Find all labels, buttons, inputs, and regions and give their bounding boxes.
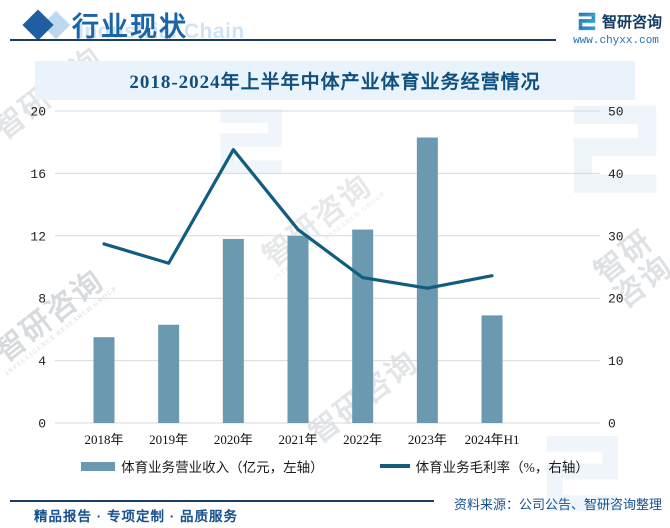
right-axis-tick-label: 20 xyxy=(608,292,624,307)
chart-legend: 体育业务营业收入（亿元，左轴） 体育业务毛利率（%，右轴） xyxy=(0,456,670,476)
right-axis-tick-label: 10 xyxy=(608,354,624,369)
footer-rule xyxy=(10,500,434,502)
chart-title: 2018-2024年上半年中体产业体育业务经营情况 xyxy=(129,72,541,93)
right-axis-tick-label: 50 xyxy=(608,105,624,120)
bar xyxy=(93,337,115,423)
right-axis-tick-label: 40 xyxy=(608,167,624,182)
legend-label-revenue: 体育业务营业收入（亿元，左轴） xyxy=(121,460,324,475)
chart-plot: 0 4 8 12 16 20 0 10 20 30 40 50 2018年 2019年 2020年 2021年… xyxy=(30,105,624,448)
x-axis-label: 2022年 xyxy=(343,432,382,447)
x-axis-label: 2020年 xyxy=(214,432,253,447)
source-note: 资料来源：公司公告、智研咨询整理 xyxy=(453,497,662,512)
trend-line xyxy=(102,148,494,290)
bar xyxy=(222,238,244,423)
brand-block: 智研咨询 www.chyxx.com xyxy=(568,10,664,47)
left-axis-tick-label: 8 xyxy=(38,292,46,307)
page-title: 行业现状 xyxy=(72,12,188,42)
bar xyxy=(158,324,180,423)
left-axis-tick-label: 20 xyxy=(30,105,46,120)
x-axis-label: 2024年H1 xyxy=(465,432,520,447)
left-axis-tick-label: 12 xyxy=(30,229,46,244)
header-watermark-text: Industrial Chain xyxy=(78,20,245,43)
diamond-dark-icon xyxy=(22,9,54,41)
legend-bar-swatch xyxy=(81,461,116,471)
legend-item-margin: 体育业务毛利率（%，右轴） xyxy=(379,456,589,476)
x-axis-label: 2021年 xyxy=(279,432,318,447)
legend-label-margin: 体育业务毛利率（%，右轴） xyxy=(415,460,589,475)
brand-website: www.chyxx.com xyxy=(573,35,659,47)
right-axis-tick-label: 0 xyxy=(608,417,616,432)
chart-title-band: 2018-2024年上半年中体产业体育业务经营情况 xyxy=(35,61,635,100)
brand-logo-icon xyxy=(578,12,596,31)
left-axis-tick-label: 0 xyxy=(38,417,46,432)
x-axis-label: 2023年 xyxy=(408,432,447,447)
legend-item-revenue: 体育业务营业收入（亿元，左轴） xyxy=(81,456,324,476)
bar xyxy=(416,137,438,423)
header-diamond-icon xyxy=(22,9,76,42)
header-rule xyxy=(10,39,556,41)
left-axis-tick-label: 16 xyxy=(30,167,46,182)
right-axis-tick-label: 30 xyxy=(608,229,624,244)
brand-name: 智研咨询 xyxy=(602,13,663,31)
bar xyxy=(481,315,503,423)
x-axis-label: 2018年 xyxy=(84,432,123,447)
footer-tagline: 精品报告 · 专项定制 · 品质服务 xyxy=(34,509,238,524)
bar xyxy=(287,235,309,423)
left-axis-tick-label: 4 xyxy=(38,354,46,369)
legend-line-swatch xyxy=(379,464,410,468)
x-axis-label: 2019年 xyxy=(149,432,188,447)
bar xyxy=(352,229,374,423)
